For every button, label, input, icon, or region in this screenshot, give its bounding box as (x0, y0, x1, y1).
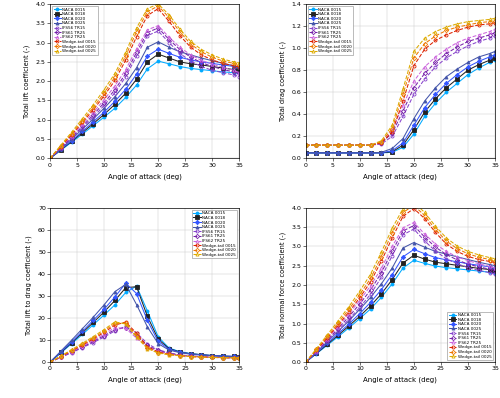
X-axis label: Angle of attack (deg): Angle of attack (deg) (108, 377, 182, 383)
Y-axis label: Total lift to drag coefficient (-): Total lift to drag coefficient (-) (26, 235, 32, 335)
X-axis label: Angle of attack (deg): Angle of attack (deg) (108, 173, 182, 179)
Legend: NACA 0015, NACA 0018, NACA 0020, NACA 0025, IFS56 TR15, IFS61 TR25, IFS62 TR25, : NACA 0015, NACA 0018, NACA 0020, NACA 00… (52, 6, 98, 55)
Legend: NACA 0015, NACA 0018, NACA 0020, NACA 0025, IFS56 TR15, IFS61 TR25, IFS62 TR25, : NACA 0015, NACA 0018, NACA 0020, NACA 00… (308, 6, 353, 55)
Legend: NACA 0015, NACA 0018, NACA 0020, NACA 0025, IFS56 TR15, IFS61 TR25, IFS62 TR25, : NACA 0015, NACA 0018, NACA 0020, NACA 00… (448, 312, 493, 360)
X-axis label: Angle of attack (deg): Angle of attack (deg) (364, 173, 438, 179)
Y-axis label: Total drag coefficient (-): Total drag coefficient (-) (280, 41, 286, 121)
Y-axis label: Total lift coefficient (-): Total lift coefficient (-) (24, 45, 30, 118)
X-axis label: Angle of attack (deg): Angle of attack (deg) (364, 377, 438, 383)
Legend: NACA 0015, NACA 0018, NACA 0020, NACA 0025, IFS56 TR15, IFS61 TR25, IFS62 TR25, : NACA 0015, NACA 0018, NACA 0020, NACA 00… (192, 210, 238, 258)
Y-axis label: Total normal force coefficient (-): Total normal force coefficient (-) (280, 231, 286, 339)
